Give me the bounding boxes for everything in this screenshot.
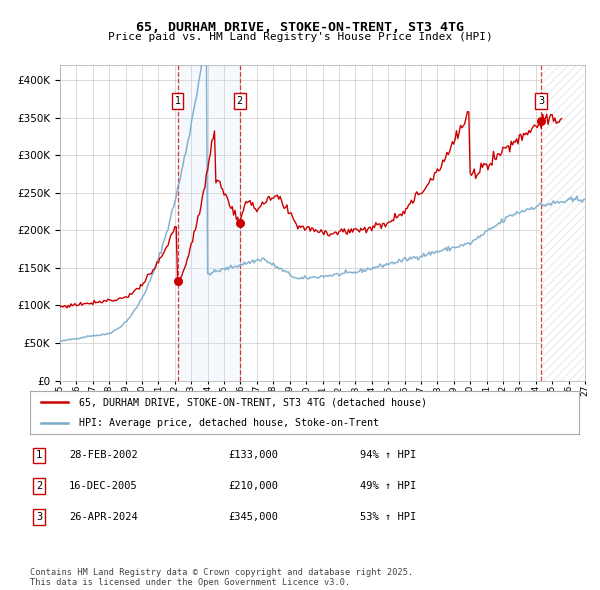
Text: 16-DEC-2005: 16-DEC-2005 — [69, 481, 138, 491]
Bar — [541, 65, 585, 381]
Text: 3: 3 — [36, 512, 42, 522]
Text: 1: 1 — [36, 451, 42, 460]
Text: 65, DURHAM DRIVE, STOKE-ON-TRENT, ST3 4TG (detached house): 65, DURHAM DRIVE, STOKE-ON-TRENT, ST3 4T… — [79, 397, 427, 407]
Text: 65, DURHAM DRIVE, STOKE-ON-TRENT, ST3 4TG: 65, DURHAM DRIVE, STOKE-ON-TRENT, ST3 4T… — [136, 21, 464, 34]
Bar — [178, 65, 240, 381]
Text: 2: 2 — [236, 96, 243, 106]
Text: 28-FEB-2002: 28-FEB-2002 — [69, 451, 138, 460]
Text: 1: 1 — [175, 96, 181, 106]
Text: 49% ↑ HPI: 49% ↑ HPI — [360, 481, 416, 491]
Text: Contains HM Land Registry data © Crown copyright and database right 2025.
This d: Contains HM Land Registry data © Crown c… — [30, 568, 413, 587]
Bar — [541, 65, 585, 381]
Text: 94% ↑ HPI: 94% ↑ HPI — [360, 451, 416, 460]
Text: 26-APR-2024: 26-APR-2024 — [69, 512, 138, 522]
Text: £210,000: £210,000 — [228, 481, 278, 491]
Text: £345,000: £345,000 — [228, 512, 278, 522]
Text: Price paid vs. HM Land Registry's House Price Index (HPI): Price paid vs. HM Land Registry's House … — [107, 32, 493, 42]
Text: 53% ↑ HPI: 53% ↑ HPI — [360, 512, 416, 522]
Text: HPI: Average price, detached house, Stoke-on-Trent: HPI: Average price, detached house, Stok… — [79, 418, 379, 428]
Text: 2: 2 — [36, 481, 42, 491]
Text: £133,000: £133,000 — [228, 451, 278, 460]
Text: 3: 3 — [538, 96, 544, 106]
